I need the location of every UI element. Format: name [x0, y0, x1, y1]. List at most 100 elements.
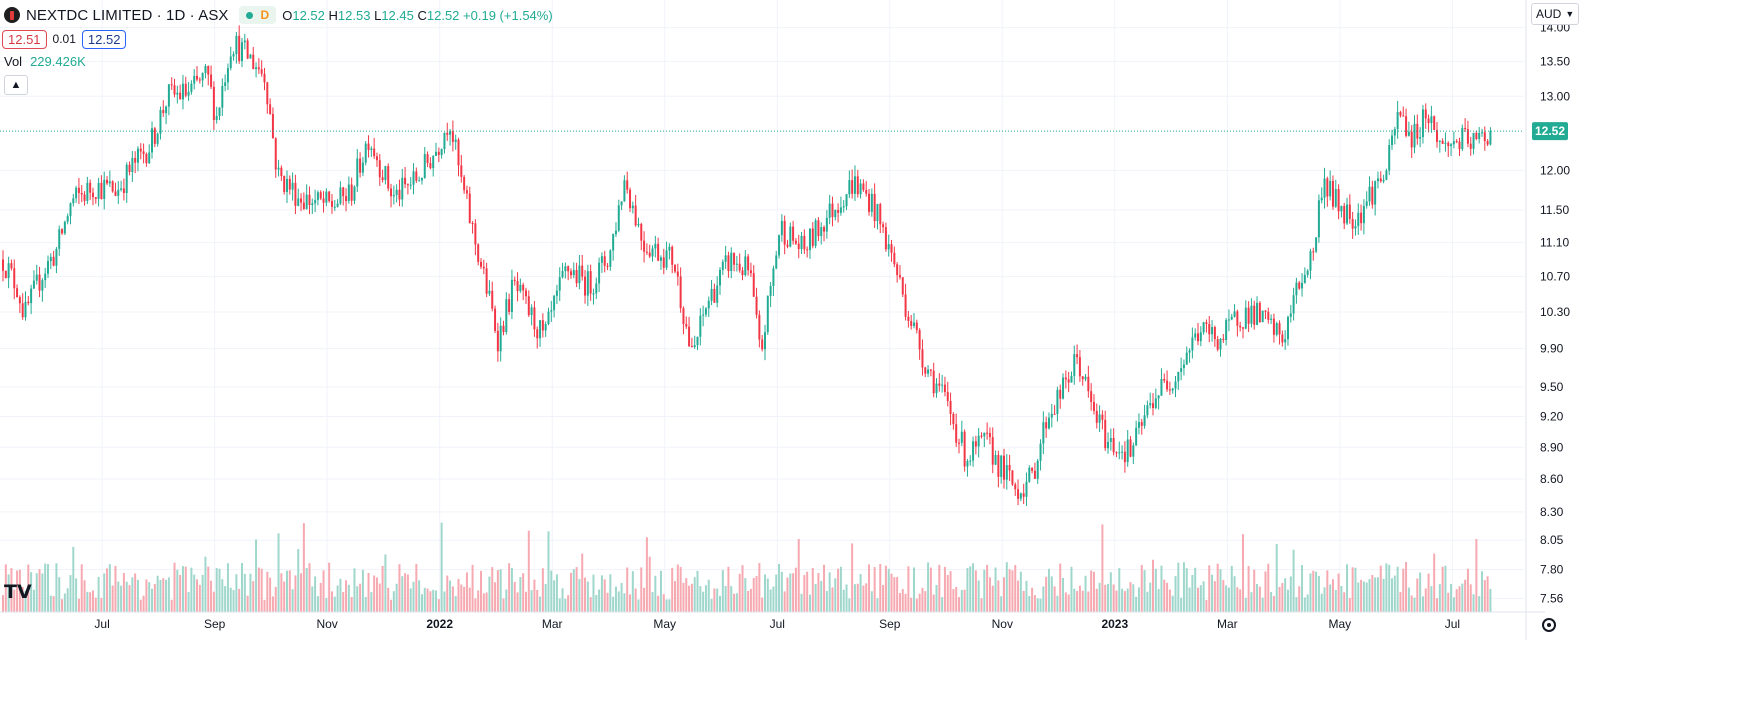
volume-bar — [1331, 579, 1334, 612]
sell-price-button[interactable]: 12.51 — [2, 29, 47, 49]
candle-body — [823, 227, 826, 232]
volume-bar — [1143, 570, 1146, 612]
currency-selector[interactable]: AUD ▼ — [1531, 3, 1580, 25]
settings-icon[interactable] — [1542, 618, 1556, 632]
volume-bar — [4, 564, 7, 612]
candle-body — [617, 205, 620, 231]
volume-bar — [181, 566, 184, 612]
collapse-legend-button[interactable]: ▲ — [4, 75, 28, 95]
candle-body — [674, 264, 677, 272]
volume-bar — [600, 575, 603, 612]
candle-body — [1019, 493, 1022, 499]
volume-bar — [932, 594, 935, 612]
volume-bar — [451, 586, 454, 612]
volume-bar — [103, 573, 106, 612]
volume-bar — [1174, 576, 1177, 612]
candle-body — [873, 193, 876, 222]
candle-body — [1213, 327, 1216, 340]
volume-bar — [339, 578, 342, 612]
candle-body — [395, 189, 398, 196]
volume-bar — [176, 569, 179, 612]
candle-body — [193, 75, 196, 84]
volume-bar — [1053, 586, 1056, 612]
candle-body — [1346, 204, 1349, 224]
candle-body — [274, 138, 277, 170]
volume-bar — [988, 577, 991, 612]
volume-bar — [747, 590, 750, 612]
volume-bar — [221, 579, 224, 612]
close-value: 12.52 — [426, 7, 460, 23]
volume-bar — [1379, 565, 1382, 612]
volume-bar — [263, 599, 266, 612]
volume-bar — [1126, 588, 1129, 612]
volume-bar — [1146, 591, 1149, 612]
volume-bar — [1076, 591, 1079, 612]
candle-body — [1284, 339, 1287, 343]
candle-body — [1126, 439, 1129, 463]
market-status-badge[interactable]: D — [238, 6, 277, 24]
candle-body — [375, 156, 378, 161]
candle-body — [837, 210, 840, 213]
candle-body — [1343, 205, 1346, 224]
volume-bar — [1466, 568, 1469, 612]
candle-body — [108, 181, 111, 184]
candle-body — [1317, 200, 1320, 238]
candle-body — [1135, 427, 1138, 446]
candle-body — [1062, 377, 1065, 399]
volume-bar — [491, 567, 494, 612]
volume-bar — [1301, 565, 1304, 612]
candle-body — [1115, 452, 1118, 454]
volume-bar — [1396, 566, 1399, 612]
candle-body — [153, 128, 156, 144]
volume-bar — [724, 586, 727, 612]
volume-bar — [547, 531, 550, 612]
volume-bar — [173, 562, 176, 612]
candle-body — [586, 271, 589, 296]
candle-body — [1464, 127, 1467, 130]
volume-bar — [285, 570, 288, 612]
candle-body — [196, 75, 199, 80]
volume-bar — [167, 577, 170, 612]
candle-body — [1371, 186, 1374, 205]
candle-body — [1014, 484, 1017, 490]
volume-bar — [778, 563, 781, 612]
volume-label[interactable]: Vol — [4, 54, 23, 69]
symbol-title[interactable]: NEXTDC LIMITED · 1D · ASX — [26, 6, 229, 24]
volume-bar — [1447, 592, 1450, 612]
volume-bar — [1062, 577, 1065, 612]
candle-body — [1267, 311, 1270, 320]
candle-body — [1185, 352, 1188, 365]
buy-price-button[interactable]: 12.52 — [81, 29, 127, 49]
volume-bar — [713, 588, 716, 612]
candle-body — [977, 435, 980, 447]
volume-bar — [316, 596, 319, 612]
candle-body — [474, 223, 477, 245]
candle-body — [662, 257, 665, 268]
volume-bar — [893, 577, 896, 612]
volume-bar — [204, 556, 207, 612]
candle-body — [1211, 327, 1214, 335]
time-tick-label: Sep — [204, 617, 226, 631]
volume-bar — [190, 567, 193, 612]
volume-bar — [834, 578, 837, 612]
candle-body — [735, 263, 738, 265]
candle-body — [811, 228, 814, 246]
volume-bar — [1483, 580, 1486, 612]
volume-bar — [496, 570, 499, 612]
candle-body — [1095, 410, 1098, 423]
candle-body — [1121, 451, 1124, 453]
candle-body — [1455, 141, 1458, 143]
volume-bar — [375, 577, 378, 612]
candle-body — [1227, 319, 1230, 321]
volume-bar — [941, 597, 944, 612]
volume-bar — [1213, 581, 1216, 612]
candle-body — [1478, 132, 1481, 139]
candle-body — [702, 314, 705, 316]
candle-body — [1258, 302, 1261, 323]
volume-bar — [679, 566, 682, 612]
candle-body — [55, 248, 58, 266]
tradingview-logo-icon[interactable]: TV — [4, 581, 32, 603]
candle-body — [668, 246, 671, 251]
volume-bar — [648, 556, 651, 612]
